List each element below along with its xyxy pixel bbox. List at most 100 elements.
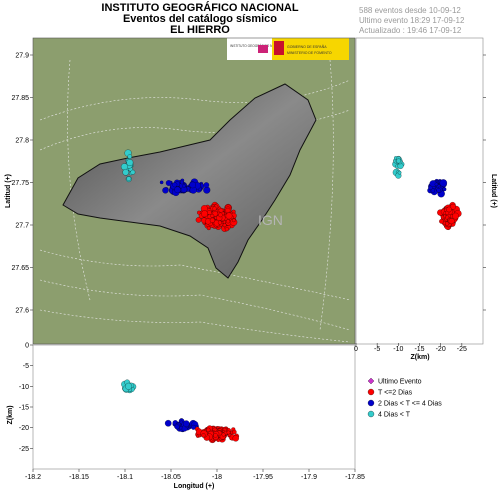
map-event-point [225,212,233,220]
map-event-point [122,169,129,176]
depth-lon-x-axis-label: Longitud (+) [174,483,215,490]
chart-title: INSTITUTO GEOGRÁFICO NACIONAL [101,2,299,14]
map-event-point [231,218,236,223]
government-logo: GOBIERNO DE ESPAÑA MINISTERIO DE FOMENTO [272,38,349,60]
map-y-tick-label: 27.8 [15,138,29,145]
map-event-point [201,210,208,218]
map-event-point [127,154,132,159]
map-event-point [224,227,229,232]
updated-text: Actualizado : 19:46 17-09-12 [359,26,462,35]
map-event-point [203,182,210,188]
depth-lon-y-tick-label: -15 [19,405,29,412]
depth-lon-y-tick-label: 0 [25,343,29,350]
map-event-point [218,208,224,213]
lat-right-axis-label: Latitud (+) [490,174,497,208]
map-y-tick-label: 27.6 [15,308,29,315]
map-event-point [182,184,186,188]
lat-depth-event-point [452,212,459,220]
map-event-point [218,212,223,218]
government-logo-text-a: GOBIERNO DE ESPAÑA [287,44,327,49]
depth-lon-y-tick-label: -25 [19,446,29,453]
depth-lon-y-tick-label: -20 [19,425,29,432]
depth-lon-event-point [201,433,206,438]
depth-lon-x-ticks: -18.2 -18.15 -18.1 -18.05 -18 -17.95 -17.9 -17.… [25,469,365,481]
map-y-tick-label: 27.65 [11,265,29,272]
lat-depth-x-tick-label: -25 [457,346,467,353]
legend-label: 2 Dias < T <= 4 Dias [378,401,442,408]
chart-subtitle: Eventos del catálogo sísmico [122,13,278,25]
map-event-point [189,181,196,189]
map-event-point [225,207,231,213]
lat-depth-event-point [446,206,452,213]
depth-lon-event-point [183,420,190,427]
depth-lon-y-ticks: 0 -5 -10 -15 -20 -25 [19,343,33,453]
lat-depth-event-point [448,218,455,225]
map-events [120,149,238,232]
depth-lon-event-point [221,432,226,437]
map-event-point [162,187,169,194]
map-event-point [222,223,227,227]
depth-lon-event-point [174,424,180,430]
map-panel: IGN [33,38,355,344]
depth-lon-event-point [164,419,172,427]
map-event-point [172,182,178,188]
watermark: IGN [258,212,283,228]
map-event-point [207,210,212,215]
government-logo-text-b: MINISTERIO DE FOMENTO [287,51,332,55]
lat-depth-event-point [436,188,441,193]
depth-lon-x-tick-label: -17.95 [253,474,273,481]
depth-lon-event-point [206,427,211,432]
lat-depth-x-tick-label: 0 [354,346,358,353]
last-event-text: Ultimo evento 18:29 17-09-12 [359,16,465,25]
lat-depth-event-point [439,179,448,187]
depth-lon-y-axis-label: Z(km) [7,405,14,424]
map-y-axis-label: Latitud (+) [5,174,12,208]
lat-depth-event-point [430,188,435,193]
map-event-point [217,220,222,225]
map-event-point [126,176,132,182]
legend-diamond-marker [367,377,375,385]
depth-lon-event-point [232,435,239,442]
lat-depth-x-tick-label: -15 [414,346,424,353]
map-event-point [210,214,215,218]
lat-depth-x-ticks: 0 -5 -10 -15 -20 -25 [354,343,467,353]
lat-depth-panel [355,37,484,345]
map-event-point [206,226,211,231]
map-y-tick-label: 27.9 [15,53,29,60]
legend: Ultimo Evento T <=2 Dias 2 Dias < T <= 4 D… [367,377,442,419]
map-y-tick-label: 27.7 [15,223,29,230]
depth-lon-x-tick-label: -17.9 [301,474,317,481]
map-event-point [126,159,134,166]
depth-lon-x-tick-label: -18.05 [161,474,181,481]
lat-depth-event-point [428,185,433,190]
map-border [32,37,356,345]
map-y-tick-label: 27.75 [11,180,29,187]
map-event-point [180,180,184,185]
legend-circle-marker [367,410,375,418]
lat-depth-events [392,155,462,230]
depth-lon-x-tick-label: -18.2 [25,474,41,481]
events-count-text: 588 eventos desde 10-09-12 [359,6,461,15]
depth-lon-event-point [232,429,237,435]
map-event-point [174,186,181,194]
lat-depth-x-axis-label: Z(km) [410,354,429,361]
depth-lon-panel [32,344,356,470]
legend-label: Ultimo Evento [378,379,422,386]
legend-circle-marker [367,399,375,407]
lat-depth-event-point [434,182,439,187]
depth-lon-event-point [213,433,218,438]
legend-label: T <=2 Dias [378,390,413,397]
depth-lon-event-point [125,382,133,390]
depth-lon-x-tick-label: -18 [212,474,222,481]
lat-right-ticks [483,54,486,311]
depth-lon-event-point [226,430,231,435]
map-event-point [120,163,128,171]
map-event-point [209,217,215,223]
lat-depth-x-tick-label: -10 [393,346,403,353]
map-y-ticks: 27.9 27.85 27.8 27.75 27.7 27.65 27.6 [11,53,33,315]
lat-depth-event-point [439,219,444,224]
map-event-point [130,169,136,175]
lat-depth-event-point [450,203,456,210]
map-event-point [165,180,172,186]
